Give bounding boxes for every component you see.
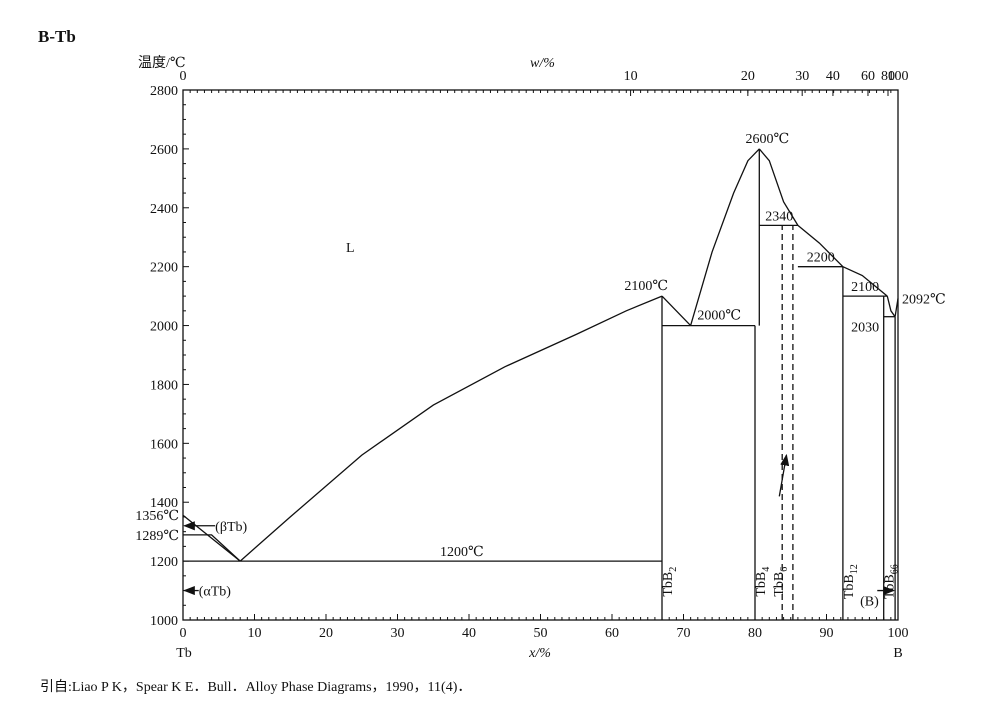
top-tick-label: 60 (861, 69, 875, 84)
phase-line-liquidus-tbb4-right (758, 148, 799, 226)
y-tick-label: 1600 (150, 437, 178, 452)
y-axis-ticks: 1000 1200 1400 1600 1800 2000 2200 2400 2600 2800 (150, 84, 189, 629)
x-tick-label: 30 (391, 626, 405, 641)
top-tick-label: 20 (741, 69, 755, 84)
temperature-annotation: 2000℃ (697, 309, 741, 324)
temperature-annotation: (βTb) (215, 520, 247, 535)
y-tick-label: 2800 (150, 84, 178, 99)
x-tick-label: 0 (180, 626, 187, 641)
phase-line-liquidus-tbb2-right (661, 295, 692, 327)
x-tick-label: 80 (748, 626, 762, 641)
compound-label-TbB2: TbB2 (661, 567, 679, 597)
temperature-annotation: 2030 (851, 321, 879, 336)
y-tick-label: 1000 (150, 614, 178, 629)
top-tick-label: 80 (881, 69, 895, 84)
temperature-annotation: 1356℃ (135, 509, 179, 524)
phase-line-liquidus-tbb4-left (689, 148, 760, 326)
temperature-annotations: 1356℃ 1289℃ (βTb) (αTb) 1200℃ 2100℃ 2000℃ 2600℃… (135, 132, 945, 610)
plot-frame (182, 89, 899, 621)
x-tick-label: 70 (677, 626, 691, 641)
x-tick-label: 10 (248, 626, 262, 641)
x-tick-label: 90 (820, 626, 834, 641)
temperature-annotation: 2100 (851, 280, 879, 295)
phase-line-liquidus-tbb12-right (842, 266, 888, 297)
x-tick-label: 50 (534, 626, 548, 641)
x-tick-label: 20 (319, 626, 333, 641)
temperature-annotation: 2092℃ (902, 292, 946, 307)
top-tick-label: 30 (795, 69, 809, 84)
temperature-annotation: 2100℃ (624, 279, 668, 294)
y-tick-label: 2400 (150, 202, 178, 217)
top-axis-label: w/% (530, 56, 555, 71)
temperature-annotation: 1200℃ (440, 545, 484, 560)
top-tick-label: 0 (180, 69, 187, 84)
temperature-annotation: 1289℃ (135, 529, 179, 544)
temperature-annotation: 2200 (807, 251, 835, 266)
temperature-annotation: (B) (860, 595, 879, 610)
compound-label-TbB4: TbB4 (754, 567, 772, 597)
compound-label-TbB6: TbB6 (772, 567, 790, 597)
bottom-axis-label: x/% (528, 646, 551, 661)
phase-line-liquidus-b-left (894, 298, 899, 317)
temperature-annotation: 2600℃ (745, 132, 789, 147)
phase-boundary-lines (182, 148, 899, 620)
temperature-annotation: (αTb) (199, 585, 232, 600)
phase-line-liquidus-left-2 (239, 295, 663, 562)
chart-title: B-Tb (38, 27, 76, 46)
left-end-label: Tb (176, 646, 192, 661)
top-tick-label: 100 (888, 69, 909, 84)
phase-line-beta-tb-lower (183, 534, 241, 562)
compound-label-TbB66: TbB66 (883, 564, 901, 599)
right-end-label: B (893, 646, 902, 661)
phase-line-liquidus-tbb6-right (797, 224, 844, 268)
y-tick-label: 1800 (150, 378, 178, 393)
y-tick-label: 2200 (150, 261, 178, 276)
x-tick-label: 100 (888, 626, 909, 641)
x-tick-label: 60 (605, 626, 619, 641)
source-caption: 引自:Liao P K，Spear K E．Bull．Alloy Phase D… (40, 679, 471, 695)
tbb6-dashed-lines (781, 225, 794, 620)
y-tick-label: 1200 (150, 555, 178, 570)
top-tick-label: 40 (826, 69, 840, 84)
phase-line-liquidus-tbb66-right (886, 295, 896, 318)
x-axis-ticks: 0 10 20 30 40 50 60 70 80 90 100 (180, 614, 909, 641)
temperature-annotation: 2340 (765, 209, 793, 224)
y-tick-label: 1400 (150, 496, 178, 511)
y-tick-label: 2000 (150, 320, 178, 335)
tbb6-arrow (778, 453, 790, 497)
compound-label-TbB12: TbB12 (842, 564, 860, 599)
x-tick-label: 40 (462, 626, 476, 641)
annotation-arrows (183, 453, 896, 596)
phase-label-liquid: L (346, 241, 355, 256)
top-tick-label: 10 (624, 69, 638, 84)
y-axis-label: 温度/℃ (138, 55, 186, 71)
y-tick-label: 2600 (150, 143, 178, 158)
